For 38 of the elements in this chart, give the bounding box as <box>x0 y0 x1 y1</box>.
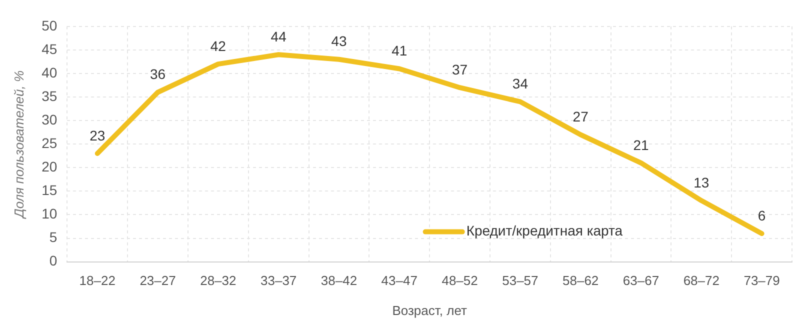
x-axis-title: Возраст, лет <box>392 302 468 318</box>
data-label: 44 <box>270 28 287 45</box>
x-tick-label: 63–67 <box>622 273 660 288</box>
y-tick-label: 35 <box>42 88 58 104</box>
x-tick-label: 18–22 <box>79 273 116 288</box>
x-tick-label: 58–62 <box>562 273 599 288</box>
x-tick-label: 43–47 <box>381 273 418 288</box>
y-tick-label: 5 <box>49 229 58 246</box>
y-axis-title: Доля пользователей, % <box>11 70 26 220</box>
data-label: 23 <box>90 127 106 144</box>
data-label: 41 <box>392 42 408 59</box>
data-label: 36 <box>150 66 166 82</box>
data-label: 21 <box>633 136 649 153</box>
y-tick-label: 40 <box>42 64 58 80</box>
x-tick-label: 33–37 <box>260 273 297 288</box>
x-tick-label: 53–57 <box>502 273 538 288</box>
y-tick-label: 0 <box>49 252 58 269</box>
legend-label: Кредит/кредитная карта <box>466 222 623 239</box>
data-label: 43 <box>331 33 347 50</box>
x-tick-label: 48–52 <box>442 273 478 288</box>
y-tick-label: 45 <box>42 40 58 57</box>
data-label: 34 <box>512 76 528 92</box>
data-label: 27 <box>572 108 589 125</box>
y-tick-label: 30 <box>42 111 58 128</box>
x-tick-label: 73–79 <box>744 273 780 288</box>
y-tick-label: 10 <box>42 206 58 222</box>
x-tick-label: 23–27 <box>140 273 176 288</box>
data-label: 37 <box>452 61 468 78</box>
x-tick-label: 28–32 <box>200 273 236 288</box>
y-tick-label: 20 <box>42 158 58 174</box>
y-tick-label: 25 <box>42 134 58 151</box>
y-tick-label: 15 <box>42 182 58 198</box>
y-tick-label: 50 <box>42 17 58 34</box>
x-tick-label: 68–72 <box>683 273 720 288</box>
data-label: 42 <box>210 38 226 54</box>
data-label: 13 <box>694 174 710 190</box>
data-label: 6 <box>758 207 766 224</box>
x-tick-label: 38–42 <box>320 273 358 288</box>
